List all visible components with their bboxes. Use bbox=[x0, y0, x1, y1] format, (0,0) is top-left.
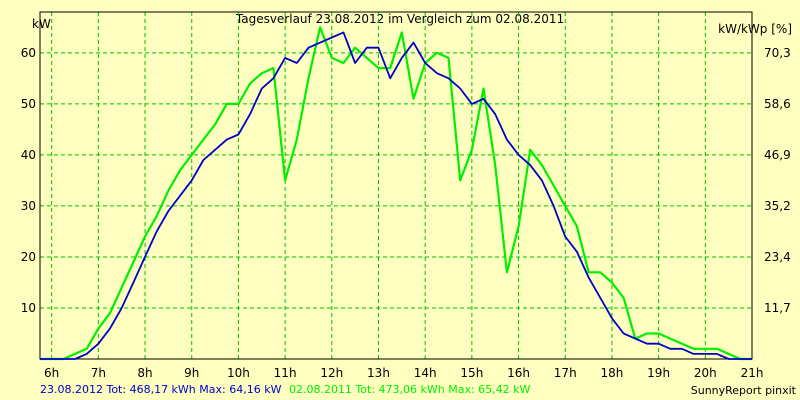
y-right-tick-label: 23,4 bbox=[764, 250, 791, 264]
y-right-tick-label: 46,9 bbox=[764, 148, 791, 162]
y-right-tick-label: 70,3 bbox=[764, 46, 791, 60]
x-tick-label: 6h bbox=[44, 366, 59, 380]
y-right-tick-label: 35,2 bbox=[764, 199, 791, 213]
x-tick-label: 8h bbox=[137, 366, 152, 380]
y-right-tick-label: 11,7 bbox=[764, 301, 791, 315]
chart-title: Tagesverlauf 23.08.2012 im Vergleich zum… bbox=[235, 12, 564, 26]
footer-summary: 23.08.2012 Tot: 468,17 kWh Max: 64,16 kW… bbox=[40, 383, 531, 396]
plot-frame bbox=[39, 11, 753, 360]
tick-labels: 6h 7h 8h 9h 10h 11h 12h 13h 14h 15h 16h 17h 18h 19h 20… bbox=[21, 46, 791, 380]
footer-brand: SunnyReport pinxit bbox=[691, 384, 797, 397]
y-left-tick-label: 60 bbox=[21, 46, 36, 60]
y-left-tick-label: 30 bbox=[21, 199, 36, 213]
series-line-series-2011 bbox=[40, 26, 752, 361]
grid-lines bbox=[40, 12, 752, 359]
x-tick-label: 16h bbox=[507, 366, 530, 380]
x-tick-label: 7h bbox=[91, 366, 106, 380]
y-left-tick-label: 40 bbox=[21, 148, 36, 162]
footer-series-2012-summary: 23.08.2012 Tot: 468,17 kWh Max: 64,16 kW bbox=[40, 383, 282, 396]
series-line-series-2012 bbox=[40, 31, 752, 360]
left-axis-unit: kW bbox=[32, 17, 51, 31]
x-tick-label: 20h bbox=[694, 366, 717, 380]
x-tick-label: 10h bbox=[227, 366, 250, 380]
x-tick-label: 9h bbox=[184, 366, 199, 380]
x-tick-label: 17h bbox=[554, 366, 577, 380]
y-left-tick-label: 20 bbox=[21, 250, 36, 264]
y-right-tick-label: 58,6 bbox=[764, 97, 791, 111]
x-tick-label: 15h bbox=[460, 366, 483, 380]
x-tick-label: 14h bbox=[414, 366, 437, 380]
right-axis-unit: kW/kWp [%] bbox=[718, 22, 792, 36]
x-tick-label: 18h bbox=[600, 366, 623, 380]
series-lines bbox=[40, 26, 752, 361]
x-tick-label: 19h bbox=[647, 366, 670, 380]
x-tick-label: 11h bbox=[274, 366, 297, 380]
footer-series-2011-summary: 02.08.2011 Tot: 473,06 kWh Max: 65,42 kW bbox=[289, 383, 531, 396]
x-tick-label: 13h bbox=[367, 366, 390, 380]
y-left-tick-label: 50 bbox=[21, 97, 36, 111]
y-left-tick-label: 10 bbox=[21, 301, 36, 315]
x-tick-label: 12h bbox=[320, 366, 343, 380]
x-tick-label: 21h bbox=[741, 366, 764, 380]
